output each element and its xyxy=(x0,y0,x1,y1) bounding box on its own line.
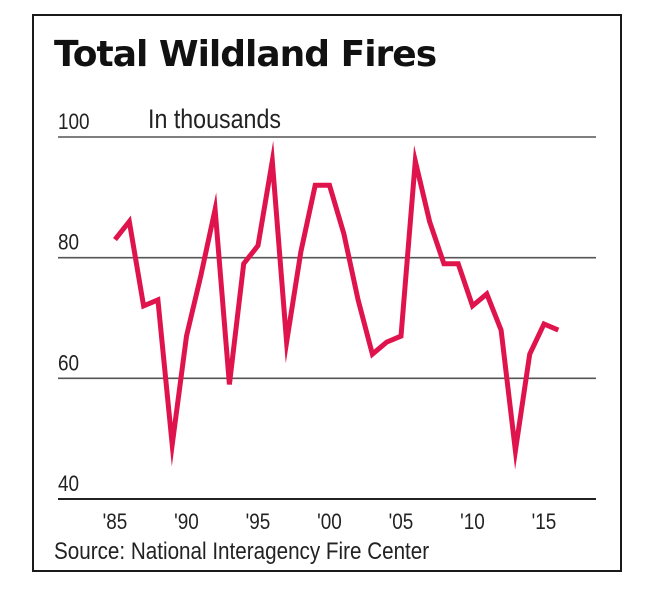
chart-source: Source: National Interagency Fire Center xyxy=(54,538,430,565)
chart-subtitle: In thousands xyxy=(148,104,281,134)
chart-title: Total Wildland Fires xyxy=(54,34,437,75)
y-tick-label: 100 xyxy=(58,110,90,135)
x-tick-label: '10 xyxy=(460,510,485,535)
y-tick-label: 60 xyxy=(58,351,79,376)
x-tick-label: '05 xyxy=(389,510,414,535)
y-tick-label: 40 xyxy=(58,472,79,497)
x-axis-tick-labels: '85 '90 '95 '00 '05 '10 '15 xyxy=(103,510,557,535)
data-series xyxy=(113,140,560,470)
y-axis-tick-labels: 40 60 80 100 xyxy=(58,110,90,497)
x-tick-label: '15 xyxy=(532,510,557,535)
y-tick-label: 80 xyxy=(58,230,79,255)
series-line xyxy=(113,140,560,470)
x-tick-label: '00 xyxy=(317,510,342,535)
x-tick-label: '90 xyxy=(174,510,199,535)
x-tick-label: '85 xyxy=(103,510,128,535)
grid-lines xyxy=(58,136,596,500)
chart-frame xyxy=(32,14,622,572)
x-tick-label: '95 xyxy=(246,510,271,535)
